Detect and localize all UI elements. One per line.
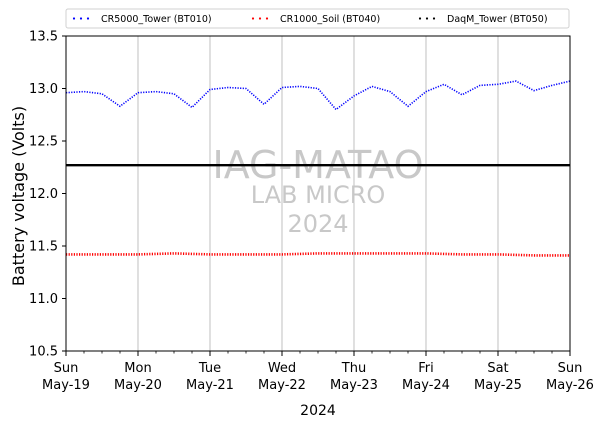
legend-item: CR1000_Soil (BT040)	[251, 14, 380, 25]
y-tick-label: 13.0	[29, 82, 58, 97]
legend-marker	[265, 17, 269, 20]
x-tick-label-day: Sat	[487, 361, 508, 376]
legend-marker	[72, 17, 76, 20]
series-line-2	[66, 252, 570, 257]
x-tick-label-day: Sun	[54, 361, 79, 376]
grid	[137, 36, 499, 351]
x-tick-label-day: Fri	[418, 361, 434, 376]
x-tick-label-day: Thu	[341, 361, 366, 376]
x-tick-label-date: May-21	[186, 378, 234, 393]
x-tick-label-day: Sun	[558, 361, 583, 376]
legend-marker	[425, 17, 429, 20]
x-tick-label-date: May-22	[258, 378, 306, 393]
legend-marker	[86, 17, 90, 20]
x-tick-label-date: May-23	[330, 378, 378, 393]
x-tick-label-date: May-25	[474, 378, 522, 393]
y-tick-label: 11.5	[29, 240, 58, 255]
legend-label: DaqM_Tower (BT050)	[447, 14, 548, 25]
x-tick-label-date: May-24	[402, 378, 450, 393]
legend-marker	[258, 17, 262, 20]
y-tick-label: 10.5	[29, 345, 58, 360]
x-tick-label-day: Wed	[268, 361, 296, 376]
legend-item: DaqM_Tower (BT050)	[418, 14, 548, 25]
watermark-text: LAB MICRO	[251, 181, 386, 209]
legend-marker	[79, 17, 83, 20]
x-tick-label-day: Tue	[198, 361, 221, 376]
watermark-text: 2024	[287, 210, 348, 238]
y-tick-label: 11.0	[29, 292, 58, 307]
x-axis-label: 2024	[300, 403, 336, 419]
y-axis-label: Battery voltage (Volts)	[9, 106, 28, 286]
y-tick-label: 12.5	[29, 135, 58, 150]
y-tick-label: 13.5	[29, 30, 58, 45]
x-tick-label-date: May-19	[42, 378, 90, 393]
legend-label: CR1000_Soil (BT040)	[280, 14, 380, 25]
legend-item: CR5000_Tower (BT010)	[72, 14, 212, 25]
series-line-1	[65, 80, 571, 111]
y-tick-label: 12.0	[29, 187, 58, 202]
legend-marker	[418, 17, 422, 20]
legend-box	[65, 8, 570, 29]
legend-marker	[251, 17, 255, 20]
series-group	[65, 80, 571, 257]
legend-marker	[432, 17, 436, 20]
x-tick-label-date: May-20	[114, 378, 162, 393]
axes: 10.5 11.0 11.5 12.0 12.5 13.0 13.5 Sun May-19 Mon…	[29, 30, 594, 394]
legend: CR5000_Tower (BT010) CR1000_Soil (BT040) D…	[65, 8, 570, 29]
x-tick-label-day: Mon	[124, 361, 151, 376]
legend-label: CR5000_Tower (BT010)	[101, 14, 212, 25]
x-tick-label-date: May-26	[546, 378, 594, 393]
